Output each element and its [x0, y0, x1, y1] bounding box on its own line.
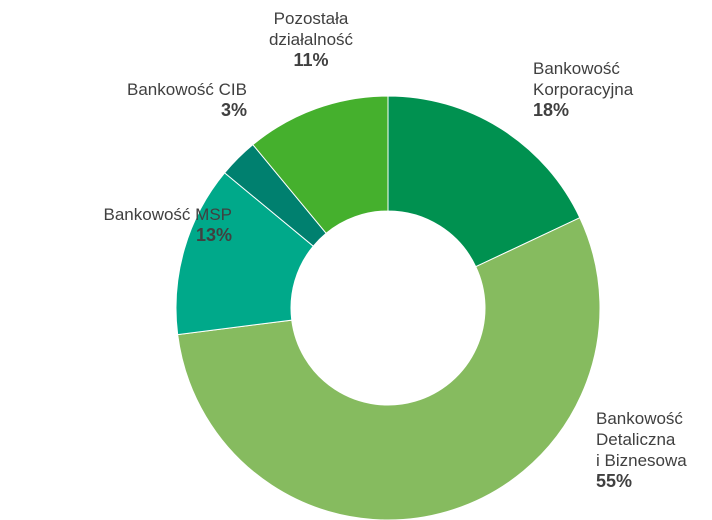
- category-name: Bankowość Detaliczna i Biznesowa: [596, 409, 687, 470]
- slice-label: Pozostała działalność 11%: [269, 8, 353, 71]
- category-name: Bankowość MSP: [103, 205, 233, 224]
- value-label: 13%: [195, 225, 232, 245]
- donut-slice: [387, 95, 581, 268]
- value-label: 18%: [533, 100, 570, 120]
- category-name: Bankowość CIB: [127, 80, 247, 99]
- donut-slice: [177, 217, 601, 520]
- value-label: 3%: [220, 100, 247, 120]
- donut-slice: [252, 95, 389, 234]
- donut-slice: [175, 172, 314, 336]
- slice-label: Bankowość MSP 13%: [104, 204, 233, 246]
- slice-label: Bankowość Detaliczna i Biznesowa 55%: [596, 408, 687, 492]
- category-name: Pozostała działalność: [268, 9, 354, 49]
- value-label: 11%: [293, 50, 329, 70]
- category-name: Bankowość Korporacyjna: [533, 59, 634, 99]
- value-label: 55%: [596, 471, 633, 491]
- slice-label: Bankowość CIB 3%: [127, 79, 247, 121]
- slice-label: Bankowość Korporacyjna 18%: [533, 58, 633, 121]
